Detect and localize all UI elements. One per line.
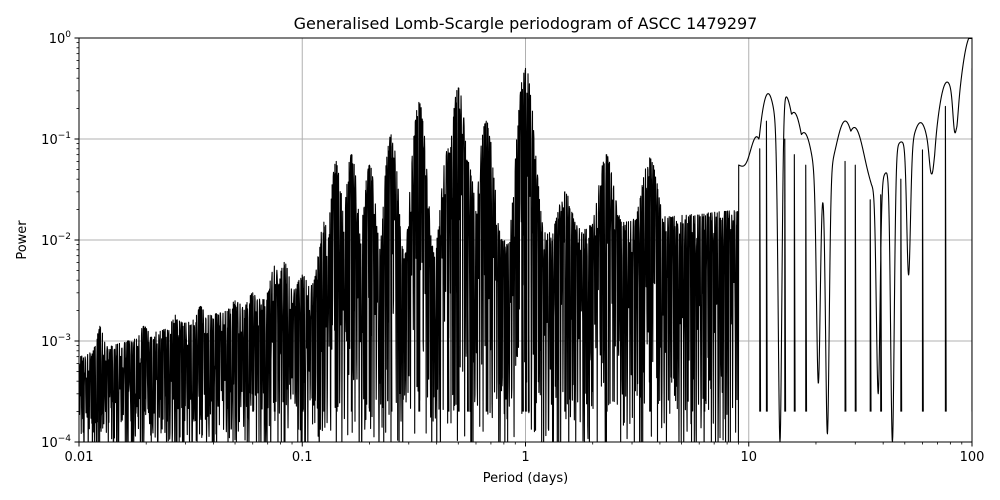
x-tick-label: 1 [521,450,529,465]
x-tick-label: 100 [960,450,985,465]
y-tick-label: 10−4 [41,434,71,451]
periodogram-line [79,38,972,442]
x-tick-label: 10 [740,450,757,465]
axis-ticks: 0.01 0.1 1 10 100 10−4 10−3 10−2 10−1 100 [41,30,984,465]
x-axis-label: Period (days) [483,471,569,486]
y-tick-label: 100 [49,30,72,47]
chart-title: Generalised Lomb-Scargle periodogram of … [294,14,758,33]
y-tick-label: 10−2 [41,232,71,249]
y-tick-label: 10−3 [41,333,71,350]
y-axis-label: Power [15,220,30,260]
x-tick-label: 0.01 [65,450,94,465]
y-tick-label: 10−1 [41,131,71,148]
x-tick-label: 0.1 [292,450,313,465]
